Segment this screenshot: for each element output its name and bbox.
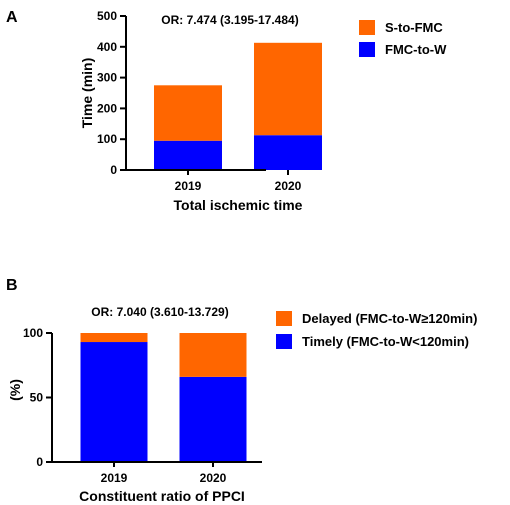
panel-a-y-tick-label-100: 100 (97, 132, 117, 146)
panel-a-x-tick-label-2020: 2020 (275, 179, 302, 193)
panel-a-y-tick-label-300: 300 (97, 71, 117, 85)
panel-b-y-tick-label-0: 0 (36, 455, 43, 469)
panel-b-bar-2019-delayed (80, 333, 148, 343)
panel-a-legend-swatch-s-to-fmc (359, 20, 375, 35)
panel-a-legend-swatch-fmc-to-w (359, 42, 375, 57)
panel-a-bar-2020-fmc-to-w (254, 135, 322, 170)
panel-a-legend: S-to-FMC FMC-to-W (359, 20, 447, 57)
panel-a-legend-label-s-to-fmc: S-to-FMC (385, 20, 443, 35)
panel-b-y-ticks: 0 50 100 (23, 326, 52, 469)
panel-a-y-ticks: 0 100 200 300 400 500 (97, 9, 126, 177)
panel-a-y-tick-label-200: 200 (97, 101, 117, 115)
panel-a-bar-2020-s-to-fmc (254, 42, 322, 136)
panel-a-y-tick-label-0: 0 (110, 163, 117, 177)
panel-b-odds-ratio-annotation: OR: 7.040 (3.610-13.729) (91, 305, 228, 319)
panel-a-odds-ratio-annotation: OR: 7.474 (3.195-17.484) (161, 13, 298, 27)
panel-b-legend: Delayed (FMC-to-W≥120min) Timely (FMC-to… (276, 311, 477, 349)
panel-b-label: B (6, 277, 18, 294)
panel-b-bar-2019-timely (80, 342, 148, 462)
panel-b-bar-2020-timely (179, 376, 247, 462)
panel-b-legend-label-delayed: Delayed (FMC-to-W≥120min) (302, 311, 477, 326)
panel-a-y-tick-label-400: 400 (97, 40, 117, 54)
panel-b-bars (80, 333, 247, 462)
panel-a-y-tick-label-500: 500 (97, 9, 117, 23)
panel-b-y-tick-label-100: 100 (23, 326, 43, 340)
panel-a-x-tick-label-2019: 2019 (175, 179, 202, 193)
panel-b-legend-label-timely: Timely (FMC-to-W<120min) (302, 334, 469, 349)
panel-a-x-axis-title: Total ischemic time (174, 197, 303, 213)
panel-b-x-tick-label-2020: 2020 (200, 471, 227, 485)
panel-a-label: A (6, 9, 18, 26)
panel-b: B (%) OR: 7.040 (3.610-13.729) 0 50 100 20… (6, 277, 477, 504)
panel-a-bar-2019-fmc-to-w (154, 140, 222, 170)
panel-a-bar-2019-s-to-fmc (154, 85, 222, 141)
panel-a-legend-label-fmc-to-w: FMC-to-W (385, 42, 447, 57)
panel-b-legend-swatch-delayed (276, 311, 292, 326)
panel-b-legend-swatch-timely (276, 334, 292, 349)
panel-b-x-axis-title: Constituent ratio of PPCI (79, 488, 245, 504)
panel-a: A Time (min) OR: 7.474 (3.195-17.484) 0 1… (6, 9, 447, 213)
panel-b-y-axis-title: (%) (7, 379, 23, 401)
panel-a-y-axis-title: Time (min) (79, 58, 95, 129)
panel-a-bars (154, 42, 322, 170)
panel-b-x-tick-label-2019: 2019 (101, 471, 128, 485)
panel-b-bar-2020-delayed (179, 333, 247, 377)
panel-b-y-tick-label-50: 50 (30, 391, 44, 405)
